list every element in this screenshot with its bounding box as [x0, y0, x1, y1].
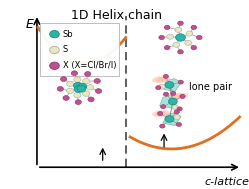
- Circle shape: [160, 124, 165, 128]
- Circle shape: [161, 105, 166, 109]
- Circle shape: [87, 85, 94, 90]
- Circle shape: [165, 116, 174, 122]
- Circle shape: [83, 91, 90, 96]
- Circle shape: [67, 88, 74, 94]
- Polygon shape: [163, 79, 181, 91]
- Circle shape: [94, 79, 100, 83]
- Circle shape: [168, 98, 177, 105]
- Text: S: S: [63, 46, 68, 54]
- Circle shape: [57, 87, 63, 91]
- Circle shape: [63, 96, 69, 100]
- Text: lone pair: lone pair: [189, 82, 232, 92]
- Circle shape: [77, 85, 86, 92]
- Circle shape: [174, 115, 180, 119]
- Circle shape: [174, 110, 179, 114]
- Circle shape: [163, 74, 169, 78]
- Circle shape: [172, 105, 178, 110]
- Text: E: E: [25, 18, 33, 31]
- Ellipse shape: [159, 76, 170, 83]
- Circle shape: [158, 112, 163, 115]
- Circle shape: [177, 107, 182, 111]
- Text: X (X=Cl/Br/I): X (X=Cl/Br/I): [63, 61, 116, 70]
- Circle shape: [50, 62, 59, 69]
- Circle shape: [71, 71, 78, 76]
- Circle shape: [191, 25, 197, 29]
- Circle shape: [75, 100, 81, 105]
- Circle shape: [50, 30, 59, 38]
- Ellipse shape: [177, 93, 188, 99]
- Circle shape: [175, 27, 182, 32]
- Circle shape: [185, 40, 191, 45]
- Circle shape: [159, 84, 165, 89]
- Circle shape: [176, 34, 185, 41]
- Circle shape: [74, 86, 83, 92]
- Circle shape: [78, 83, 87, 90]
- Text: c-lattice: c-lattice: [204, 177, 249, 187]
- Circle shape: [84, 71, 91, 76]
- Circle shape: [176, 122, 182, 126]
- Polygon shape: [163, 113, 181, 126]
- Circle shape: [95, 89, 102, 93]
- Circle shape: [191, 46, 197, 50]
- Circle shape: [163, 92, 169, 96]
- Ellipse shape: [159, 111, 170, 117]
- Text: Sb: Sb: [63, 30, 73, 39]
- Ellipse shape: [152, 111, 164, 117]
- Circle shape: [165, 82, 174, 88]
- Circle shape: [196, 35, 202, 40]
- Circle shape: [50, 46, 59, 54]
- Circle shape: [83, 78, 90, 84]
- Text: 1D Helix chain: 1D Helix chain: [71, 9, 162, 22]
- Ellipse shape: [155, 111, 167, 117]
- Circle shape: [88, 97, 94, 102]
- Circle shape: [74, 77, 81, 82]
- Circle shape: [73, 82, 82, 89]
- Circle shape: [156, 86, 161, 90]
- Circle shape: [173, 42, 180, 47]
- Circle shape: [61, 77, 67, 81]
- Circle shape: [178, 80, 184, 84]
- Ellipse shape: [174, 93, 185, 99]
- Ellipse shape: [155, 76, 167, 83]
- Ellipse shape: [152, 77, 164, 83]
- Ellipse shape: [170, 93, 182, 99]
- Circle shape: [180, 94, 185, 98]
- Circle shape: [74, 92, 81, 98]
- Circle shape: [171, 91, 176, 95]
- Circle shape: [159, 35, 164, 40]
- Circle shape: [164, 46, 170, 50]
- Circle shape: [167, 34, 174, 39]
- Circle shape: [164, 25, 170, 29]
- Circle shape: [186, 31, 193, 36]
- Circle shape: [178, 21, 183, 25]
- Polygon shape: [160, 95, 178, 108]
- Circle shape: [178, 50, 183, 54]
- Circle shape: [67, 81, 74, 87]
- FancyBboxPatch shape: [40, 22, 119, 76]
